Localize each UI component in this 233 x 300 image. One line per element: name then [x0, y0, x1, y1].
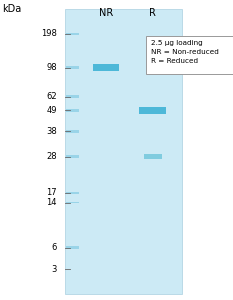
- Text: 2.5 μg loading
NR = Non-reduced
R = Reduced: 2.5 μg loading NR = Non-reduced R = Redu…: [151, 40, 219, 64]
- Text: 198: 198: [41, 29, 57, 38]
- FancyBboxPatch shape: [66, 95, 79, 98]
- FancyBboxPatch shape: [66, 202, 79, 203]
- Text: 49: 49: [47, 106, 57, 115]
- FancyBboxPatch shape: [144, 154, 162, 159]
- FancyBboxPatch shape: [66, 155, 79, 158]
- FancyBboxPatch shape: [93, 64, 120, 71]
- FancyBboxPatch shape: [65, 9, 182, 294]
- Text: 6: 6: [52, 243, 57, 252]
- FancyBboxPatch shape: [66, 109, 79, 112]
- FancyBboxPatch shape: [146, 36, 233, 74]
- Text: 38: 38: [46, 127, 57, 136]
- Text: 14: 14: [47, 198, 57, 207]
- Text: kDa: kDa: [2, 4, 22, 14]
- Text: 17: 17: [46, 188, 57, 197]
- FancyBboxPatch shape: [66, 32, 79, 34]
- FancyBboxPatch shape: [66, 130, 79, 133]
- FancyBboxPatch shape: [139, 107, 166, 114]
- FancyBboxPatch shape: [66, 192, 79, 194]
- Text: 3: 3: [52, 265, 57, 274]
- Text: R: R: [149, 8, 156, 17]
- Text: 28: 28: [46, 152, 57, 161]
- FancyBboxPatch shape: [66, 66, 79, 68]
- Text: 98: 98: [46, 63, 57, 72]
- Text: NR: NR: [99, 8, 113, 17]
- Text: 62: 62: [46, 92, 57, 101]
- FancyBboxPatch shape: [66, 246, 79, 249]
